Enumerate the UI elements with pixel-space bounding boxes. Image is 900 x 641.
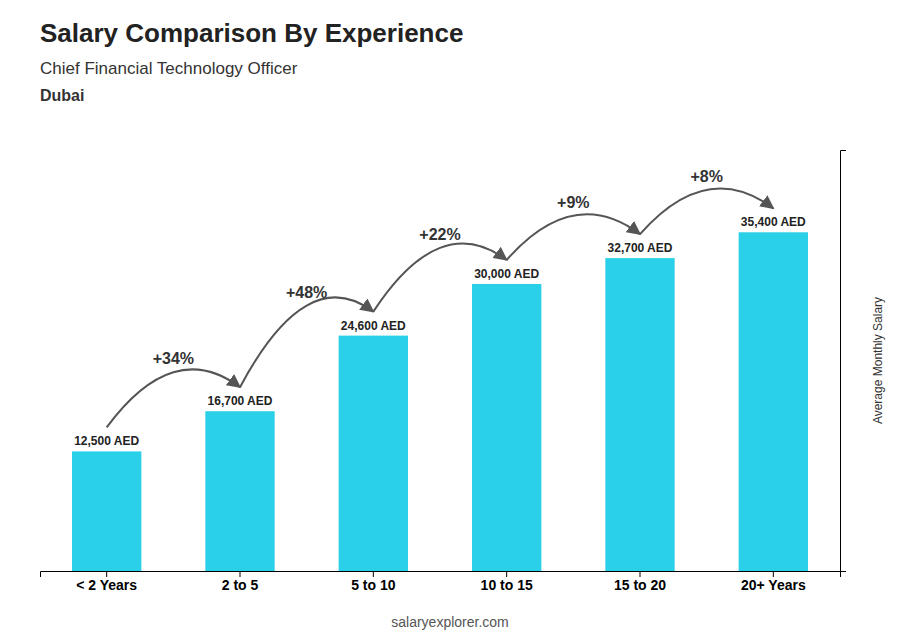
data-label: 30,000 AED	[474, 267, 539, 281]
arrow	[240, 297, 373, 387]
x-tick: 5 to 10	[351, 571, 396, 593]
bars	[72, 232, 808, 571]
x-axis: < 2 Years 2 to 5 5 to 10 10 to 15 15 to 20 20…	[41, 571, 841, 593]
data-label: 12,500 AED	[74, 434, 139, 448]
bar	[605, 258, 674, 571]
x-axis-line	[41, 572, 841, 578]
x-tick-label: 20+ Years	[741, 577, 806, 593]
chart: Salary Comparison By Experience Chief Fin…	[0, 0, 900, 641]
arrow	[640, 188, 773, 234]
annotation: +9%	[557, 194, 589, 211]
y-axis-line	[841, 151, 847, 572]
data-label: 16,700 AED	[208, 394, 273, 408]
data-labels: 12,500 AED 16,700 AED 24,600 AED 30,000 AED…	[74, 215, 806, 448]
x-tick-label: 5 to 10	[351, 577, 396, 593]
bar	[72, 451, 141, 571]
x-tick-label: < 2 Years	[76, 577, 137, 593]
x-tick: 10 to 15	[481, 571, 533, 593]
subtitle: Chief Financial Technology Officer	[40, 59, 298, 78]
bar	[205, 411, 274, 571]
data-label: 32,700 AED	[608, 241, 673, 255]
x-tick: < 2 Years	[76, 571, 137, 593]
x-tick: 15 to 20	[614, 571, 666, 593]
arrow	[507, 214, 640, 260]
annotation: +48%	[286, 284, 327, 301]
x-tick-label: 10 to 15	[481, 577, 533, 593]
annotations: +34% +48% +22% +9% +8%	[107, 168, 774, 428]
plot: < 2 Years 2 to 5 5 to 10 10 to 15 15 to 20 20…	[41, 151, 847, 593]
source: salaryexplorer.com	[391, 614, 509, 630]
bar	[739, 232, 808, 571]
annotation: +22%	[419, 226, 460, 243]
data-label: 35,400 AED	[741, 215, 806, 229]
annotation: +8%	[690, 168, 722, 185]
x-tick-label: 15 to 20	[614, 577, 666, 593]
x-tick: 20+ Years	[741, 571, 806, 593]
annotation: +34%	[153, 350, 194, 367]
arrow	[107, 369, 240, 427]
x-tick: 2 to 5	[222, 571, 259, 593]
bar	[339, 336, 408, 571]
data-label: 24,600 AED	[341, 319, 406, 333]
x-tick-label: 2 to 5	[222, 577, 259, 593]
arrow	[373, 243, 506, 311]
y-axis-title: Average Monthly Salary	[871, 297, 885, 424]
city: Dubai	[40, 87, 84, 104]
y-axis	[841, 151, 847, 572]
title: Salary Comparison By Experience	[40, 18, 463, 48]
bar	[472, 284, 541, 571]
